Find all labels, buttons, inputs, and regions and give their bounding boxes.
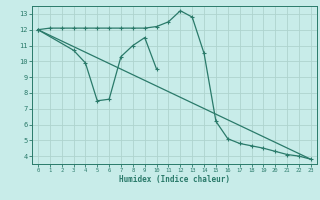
X-axis label: Humidex (Indice chaleur): Humidex (Indice chaleur): [119, 175, 230, 184]
